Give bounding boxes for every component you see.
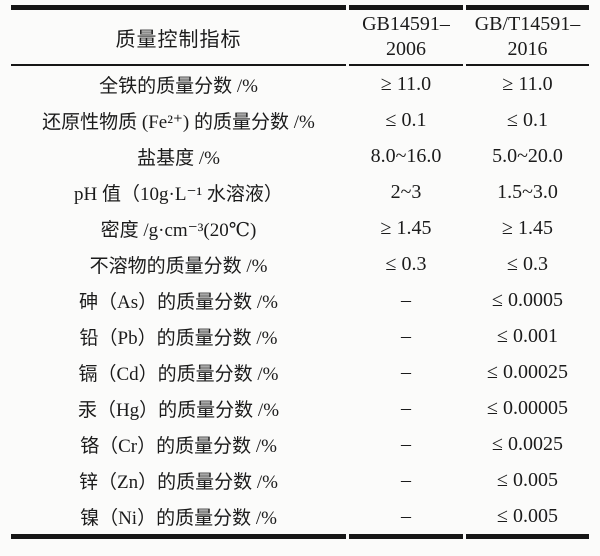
row-label: 砷（As）的质量分数 /% (79, 291, 278, 313)
row-value-2006: – (401, 324, 411, 347)
row-label: 铅（Pb）的质量分数 /% (79, 327, 278, 349)
row-value-2006: 8.0~16.0 (370, 144, 442, 167)
row-value-2006: – (401, 432, 411, 455)
table-row-density: 密度 /g·cm⁻³(20℃) ≥ 1.45 ≥ 1.45 (11, 210, 589, 246)
row-value-2006: ≥ 11.0 (380, 72, 432, 95)
table-row-total-iron: 全铁的质量分数 /% ≥ 11.0 ≥ 11.0 (11, 66, 589, 102)
header-row: 质量控制指标 GB14591– 2006 GB/T14591– 2016 (11, 5, 589, 66)
row-value-2006: – (401, 468, 411, 491)
row-value-2016: ≤ 0.0025 (492, 432, 563, 455)
row-label: 锌（Zn）的质量分数 /% (79, 471, 278, 493)
row-value-2006: ≥ 1.45 (380, 216, 432, 239)
row-value-2016: ≤ 0.00025 (487, 360, 568, 383)
row-value-2016: ≤ 0.00005 (487, 396, 568, 419)
header-indicator-label: 质量控制指标 (11, 5, 346, 66)
row-value-2006: 2~3 (390, 180, 422, 203)
header-standard-2006: GB14591– 2006 (349, 5, 463, 66)
row-value-2006: ≤ 0.3 (385, 252, 427, 275)
row-label: 铬（Cr）的质量分数 /% (80, 435, 277, 457)
row-value-2006: – (349, 498, 463, 539)
row-value-2016: ≤ 0.001 (497, 324, 558, 347)
table-row-reducing-substances: 还原性物质 (Fe²⁺) 的质量分数 /% ≤ 0.1 ≤ 0.1 (11, 102, 589, 138)
table-row-basicity: 盐基度 /% 8.0~16.0 5.0~20.0 (11, 138, 589, 174)
row-label: pH 值（10g·L⁻¹ 水溶液） (74, 183, 283, 205)
row-label: 镍（Ni）的质量分数 /% (11, 498, 346, 539)
row-value-2016: ≤ 0.3 (507, 252, 548, 275)
table-row-insolubles: 不溶物的质量分数 /% ≤ 0.3 ≤ 0.3 (11, 246, 589, 282)
row-value-2016: ≥ 1.45 (502, 216, 553, 239)
table-row-arsenic: 砷（As）的质量分数 /% – ≤ 0.0005 (11, 282, 589, 318)
table-row-chromium: 铬（Cr）的质量分数 /% – ≤ 0.0025 (11, 426, 589, 462)
row-value-2016: ≥ 11.0 (502, 72, 553, 95)
table-header: 质量控制指标 GB14591– 2006 GB/T14591– 2016 (11, 5, 589, 66)
quality-control-spec-table: 质量控制指标 GB14591– 2006 GB/T14591– 2016 全铁的… (8, 5, 592, 539)
table-row-nickel: 镍（Ni）的质量分数 /% – ≤ 0.005 (11, 498, 589, 539)
row-value-2016: ≤ 0.0005 (492, 288, 563, 311)
row-value-2006: – (401, 288, 411, 311)
row-label: 不溶物的质量分数 /% (89, 255, 268, 277)
row-value-2016: ≤ 0.005 (466, 498, 589, 539)
table-row-ph: pH 值（10g·L⁻¹ 水溶液） 2~3 1.5~3.0 (11, 174, 589, 210)
row-value-2006: – (401, 396, 411, 419)
row-value-2016: ≤ 0.1 (507, 108, 548, 131)
row-label: 密度 /g·cm⁻³(20℃) (100, 219, 257, 241)
header-standard-2006-line2: 2006 (386, 38, 426, 60)
row-value-2016: 1.5~3.0 (497, 180, 558, 203)
row-label: 还原性物质 (Fe²⁺) 的质量分数 /% (42, 111, 315, 133)
table-row-mercury: 汞（Hg）的质量分数 /% – ≤ 0.00005 (11, 390, 589, 426)
row-label: 汞（Hg）的质量分数 /% (77, 399, 280, 421)
row-label: 盐基度 /% (137, 147, 220, 169)
table-row-cadmium: 镉（Cd）的质量分数 /% – ≤ 0.00025 (11, 354, 589, 390)
row-value-2016: 5.0~20.0 (492, 144, 563, 167)
header-standard-2016: GB/T14591– 2016 (466, 5, 589, 66)
header-standard-2006-line1: GB14591– (362, 13, 450, 35)
row-label: 镉（Cd）的质量分数 /% (78, 363, 279, 385)
row-value-2016: ≤ 0.005 (497, 468, 558, 491)
table-row-zinc: 锌（Zn）的质量分数 /% – ≤ 0.005 (11, 462, 589, 498)
table-body: 全铁的质量分数 /% ≥ 11.0 ≥ 11.0 还原性物质 (Fe²⁺) 的质… (11, 66, 589, 539)
table-row-lead: 铅（Pb）的质量分数 /% – ≤ 0.001 (11, 318, 589, 354)
row-label: 全铁的质量分数 /% (99, 75, 258, 97)
row-value-2006: ≤ 0.1 (385, 108, 427, 131)
row-value-2006: – (401, 360, 411, 383)
header-standard-2016-line2: 2016 (507, 38, 548, 60)
header-standard-2016-line1: GB/T14591– (474, 13, 581, 35)
